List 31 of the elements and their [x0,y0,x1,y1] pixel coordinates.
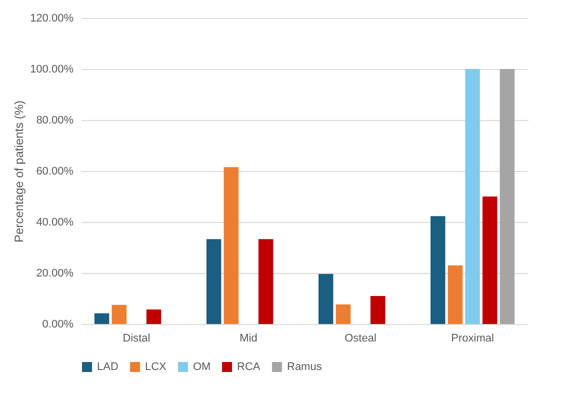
bar [500,69,515,324]
bar [482,196,498,324]
y-tick-label: 60.00% [36,166,74,178]
legend-label: LAD [97,361,118,373]
bar [94,313,110,324]
legend-label: RCA [237,361,261,373]
legend-label: LCX [145,361,168,373]
bar [448,265,463,324]
x-tick-label: Osteal [344,332,376,344]
x-tick-label: Proximal [451,332,494,344]
y-tick-label: 20.00% [36,268,74,280]
legend-label: Ramus [287,361,322,373]
y-tick-label: 100.00% [30,64,74,76]
bar [224,167,239,324]
bar [206,239,222,324]
x-tick-label: Mid [240,332,258,344]
bar [430,216,446,324]
bar [370,296,386,324]
y-tick-label: 120.00% [30,12,74,24]
bar [336,304,351,324]
y-tick-label: 40.00% [36,216,74,228]
bar [112,304,126,324]
bar [258,239,274,324]
x-tick-label: Distal [122,332,150,344]
legend-label: OM [193,361,211,373]
y-tick-label: 0.00% [42,318,74,330]
bar [146,309,162,324]
y-tick-label: 80.00% [36,114,74,126]
bar [465,69,480,324]
y-axis-title: Percentage of patients (%) [12,100,26,243]
bar [318,274,334,324]
